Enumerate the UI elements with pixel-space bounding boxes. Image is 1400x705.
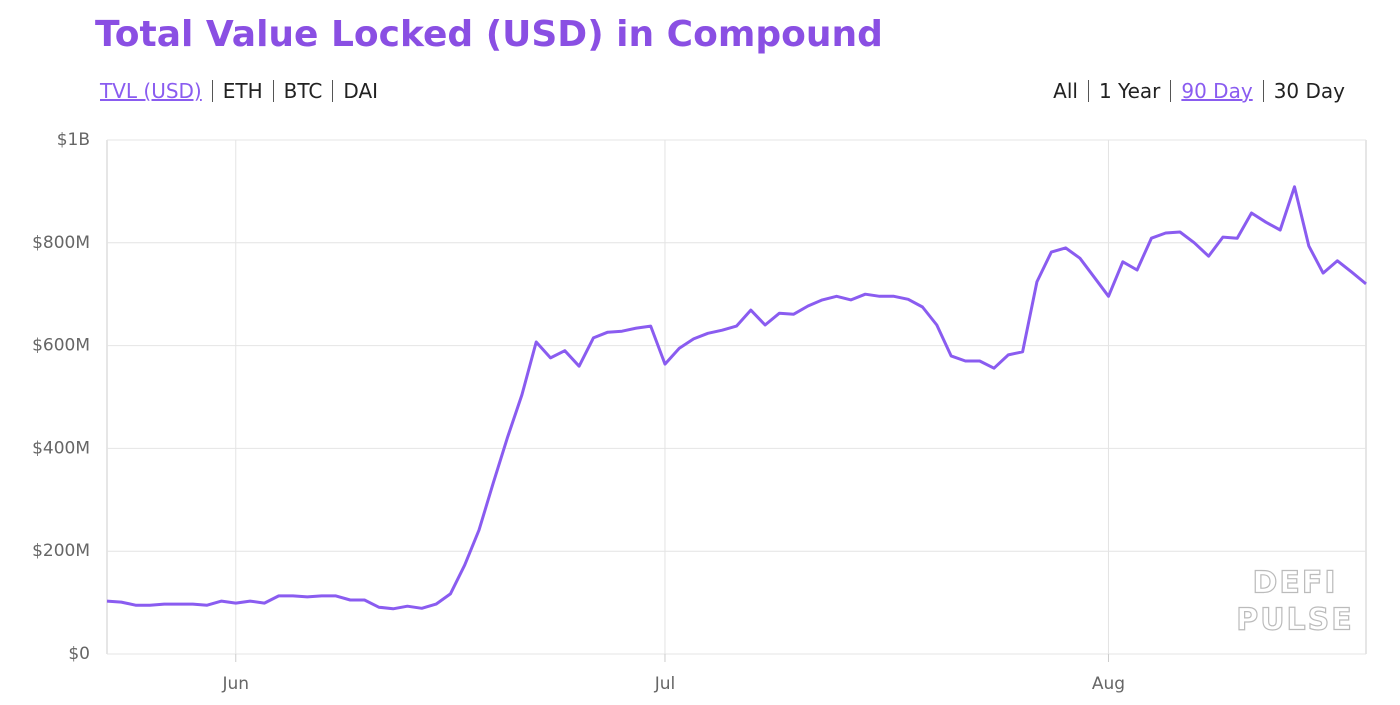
chart-title: Total Value Locked (USD) in Compound xyxy=(95,14,883,55)
ranges: All 1 Year 90 Day 30 Day xyxy=(1053,80,1345,102)
y-tick-label: $200M xyxy=(32,541,90,561)
y-tick-label: $0 xyxy=(68,644,90,664)
tab[interactable]: TVL (USD) xyxy=(100,79,202,103)
range-option[interactable]: All xyxy=(1053,79,1078,103)
watermark: DEFI xyxy=(1252,566,1337,601)
watermark: PULSE xyxy=(1236,603,1354,638)
y-tick-label: $800M xyxy=(32,233,90,253)
tab[interactable]: BTC xyxy=(272,80,333,102)
line xyxy=(106,185,1367,611)
y-tick-label: $400M xyxy=(32,438,90,458)
range-option[interactable]: 1 Year xyxy=(1087,80,1170,102)
range-option[interactable]: 30 Day xyxy=(1262,80,1345,102)
tab[interactable]: DAI xyxy=(332,80,388,102)
tabs: TVL (USD) ETH BTC DAI xyxy=(100,80,388,102)
x-tick-label: Jul xyxy=(654,674,676,694)
y-tick-label: $600M xyxy=(32,336,90,356)
y-tick-label: $1B xyxy=(57,130,90,150)
range-option[interactable]: 90 Day xyxy=(1170,80,1262,102)
tab[interactable]: ETH xyxy=(211,80,273,102)
x-tick-label: Aug xyxy=(1092,674,1125,694)
x-tick-label: Jun xyxy=(221,674,249,694)
